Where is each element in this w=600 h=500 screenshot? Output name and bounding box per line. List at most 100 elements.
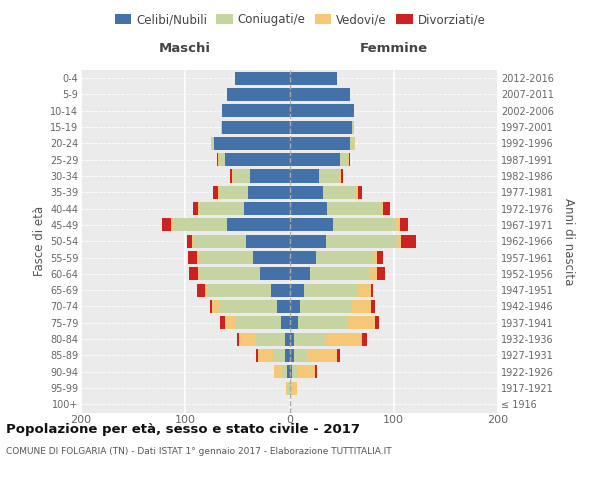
Bar <box>300 300 352 313</box>
Bar <box>281 316 290 330</box>
Bar <box>293 332 325 345</box>
Bar <box>327 202 381 215</box>
Bar <box>290 332 293 345</box>
Bar <box>200 268 260 280</box>
Bar <box>290 218 333 232</box>
Bar <box>319 170 340 182</box>
Bar <box>358 284 371 296</box>
Bar <box>256 332 286 345</box>
Bar <box>233 170 250 182</box>
Bar <box>250 170 290 182</box>
Bar <box>222 120 290 134</box>
Legend: Celibi/Nubili, Coniugati/e, Vedovi/e, Divorziati/e: Celibi/Nubili, Coniugati/e, Vedovi/e, Di… <box>110 8 490 31</box>
Bar <box>348 316 375 330</box>
Bar <box>205 284 208 296</box>
Bar <box>220 316 225 330</box>
Bar <box>400 218 409 232</box>
Bar <box>258 349 273 362</box>
Bar <box>248 186 290 199</box>
Bar <box>190 268 198 280</box>
Bar <box>282 365 287 378</box>
Bar <box>187 234 191 248</box>
Bar <box>323 186 356 199</box>
Bar <box>212 137 214 150</box>
Bar <box>304 284 358 296</box>
Bar <box>286 332 290 345</box>
Bar <box>290 170 319 182</box>
Bar <box>290 153 340 166</box>
Bar <box>227 88 290 101</box>
Bar <box>289 382 290 394</box>
Bar <box>290 120 352 134</box>
Bar <box>352 120 354 134</box>
Bar <box>221 120 222 134</box>
Bar <box>377 268 385 280</box>
Bar <box>222 104 290 118</box>
Bar <box>225 153 290 166</box>
Bar <box>218 300 277 313</box>
Bar <box>235 72 290 85</box>
Bar <box>371 300 375 313</box>
Bar <box>163 218 170 232</box>
Bar <box>298 365 314 378</box>
Bar <box>290 186 323 199</box>
Bar <box>348 153 349 166</box>
Bar <box>193 202 198 215</box>
Bar <box>217 153 218 166</box>
Bar <box>293 349 308 362</box>
Bar <box>286 349 290 362</box>
Bar <box>381 202 383 215</box>
Bar <box>253 251 290 264</box>
Bar <box>362 332 367 345</box>
Bar <box>337 349 340 362</box>
Bar <box>218 186 248 199</box>
Text: Maschi: Maschi <box>159 42 211 56</box>
Bar <box>290 382 292 394</box>
Bar <box>271 284 290 296</box>
Bar <box>210 300 212 313</box>
Bar <box>290 300 300 313</box>
Bar <box>246 234 290 248</box>
Bar <box>308 349 337 362</box>
Bar <box>292 382 297 394</box>
Bar <box>290 284 304 296</box>
Bar <box>333 218 396 232</box>
Bar <box>340 153 348 166</box>
Bar <box>350 137 354 150</box>
Bar <box>326 234 397 248</box>
Bar <box>325 332 362 345</box>
Bar <box>316 251 373 264</box>
Bar <box>373 251 377 264</box>
Bar <box>218 153 225 166</box>
Bar <box>292 365 298 378</box>
Bar <box>212 300 218 313</box>
Bar <box>273 349 286 362</box>
Bar <box>354 137 355 150</box>
Bar <box>396 218 400 232</box>
Bar <box>375 316 379 330</box>
Bar <box>349 153 350 166</box>
Text: Femmine: Femmine <box>359 42 428 56</box>
Bar <box>290 365 292 378</box>
Bar <box>290 137 350 150</box>
Bar <box>197 284 205 296</box>
Bar <box>208 284 271 296</box>
Bar <box>401 234 416 248</box>
Bar <box>397 234 401 248</box>
Bar <box>256 349 258 362</box>
Bar <box>214 186 218 199</box>
Bar <box>377 251 383 264</box>
Bar <box>214 137 290 150</box>
Bar <box>290 349 293 362</box>
Bar <box>356 186 358 199</box>
Bar <box>358 186 362 199</box>
Bar <box>290 72 337 85</box>
Bar <box>341 170 343 182</box>
Bar <box>198 202 200 215</box>
Bar <box>197 251 199 264</box>
Bar <box>352 300 371 313</box>
Text: COMUNE DI FOLGARIA (TN) - Dati ISTAT 1° gennaio 2017 - Elaborazione TUTTITALIA.I: COMUNE DI FOLGARIA (TN) - Dati ISTAT 1° … <box>6 448 392 456</box>
Bar <box>239 332 256 345</box>
Bar <box>371 284 373 296</box>
Bar <box>310 268 369 280</box>
